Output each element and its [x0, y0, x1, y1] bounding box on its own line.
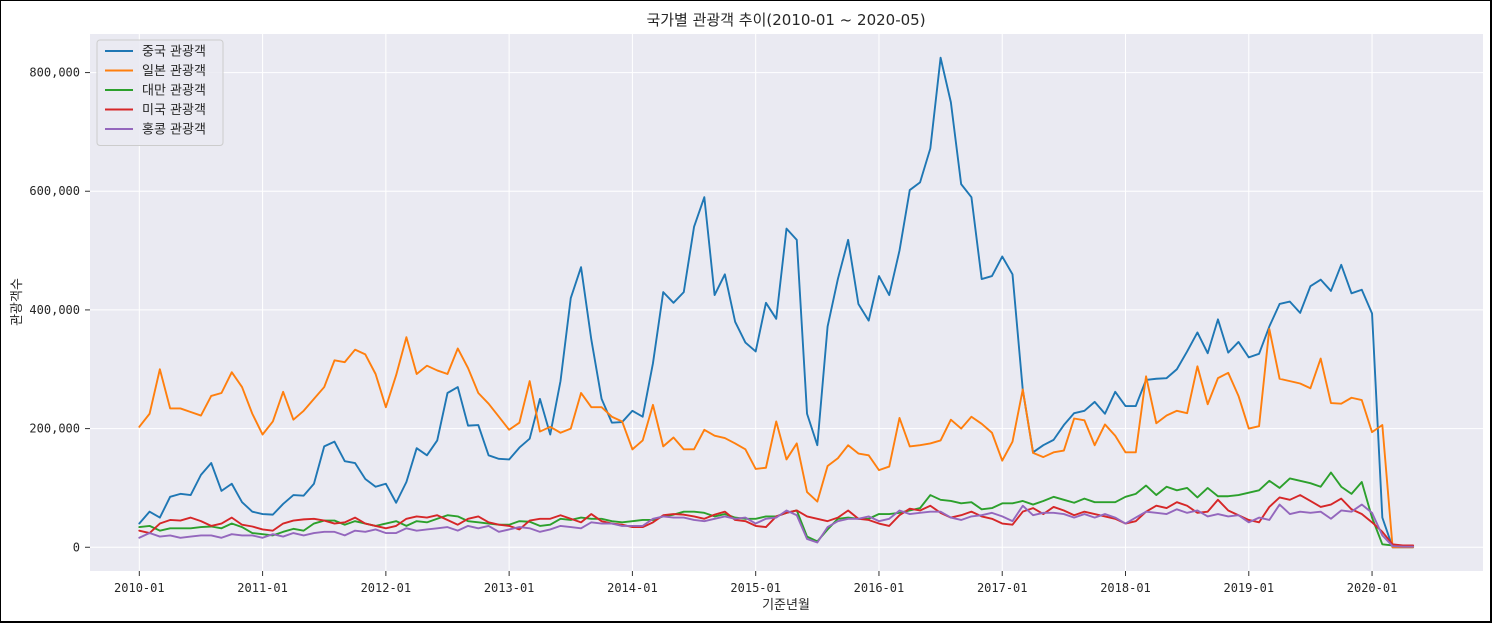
y-axis-label: 관광객수 — [10, 278, 25, 326]
y-tick-label: 200,000 — [29, 422, 80, 436]
x-tick-label: 2016-01 — [854, 581, 905, 595]
x-tick-label: 2012-01 — [361, 581, 412, 595]
series-layer — [138, 56, 1415, 549]
x-tick-label: 2011-01 — [237, 581, 288, 595]
plot-background — [90, 34, 1483, 571]
legend-label: 일본 관광객 — [142, 64, 206, 79]
y-tick-label: 400,000 — [29, 303, 80, 317]
series-line-5 — [138, 503, 1415, 548]
series-line-2 — [138, 327, 1415, 549]
x-tick-label: 2010-01 — [114, 581, 165, 595]
x-axis-label: 기준년월 — [762, 598, 810, 613]
chart-title: 국가별 관광객 추이(2010-01 ~ 2020-05) — [646, 11, 925, 29]
y-tick-label: 600,000 — [29, 184, 80, 198]
y-tick-label: 0 — [73, 540, 80, 554]
legend-label: 미국 관광객 — [142, 103, 206, 118]
legend-label: 대만 관광객 — [142, 84, 206, 99]
x-tick-label: 2014-01 — [607, 581, 658, 595]
x-tick-label: 2015-01 — [730, 581, 781, 595]
series-line-1 — [138, 56, 1415, 549]
x-tick-label: 2018-01 — [1100, 581, 1151, 595]
legend-box — [96, 39, 224, 146]
legend-label: 중국 관광객 — [142, 45, 206, 60]
axis-ticks: 2010-01 2011-01 2012-01 2013-01 2014-01 2015-… — [29, 66, 1397, 595]
x-tick-label: 2019-01 — [1223, 581, 1274, 595]
x-tick-label: 2013-01 — [484, 581, 535, 595]
y-tick-label: 800,000 — [29, 66, 80, 80]
legend-label: 홍콩 관광객 — [142, 123, 206, 138]
x-tick-label: 2020-01 — [1347, 581, 1398, 595]
x-tick-label: 2017-01 — [977, 581, 1028, 595]
